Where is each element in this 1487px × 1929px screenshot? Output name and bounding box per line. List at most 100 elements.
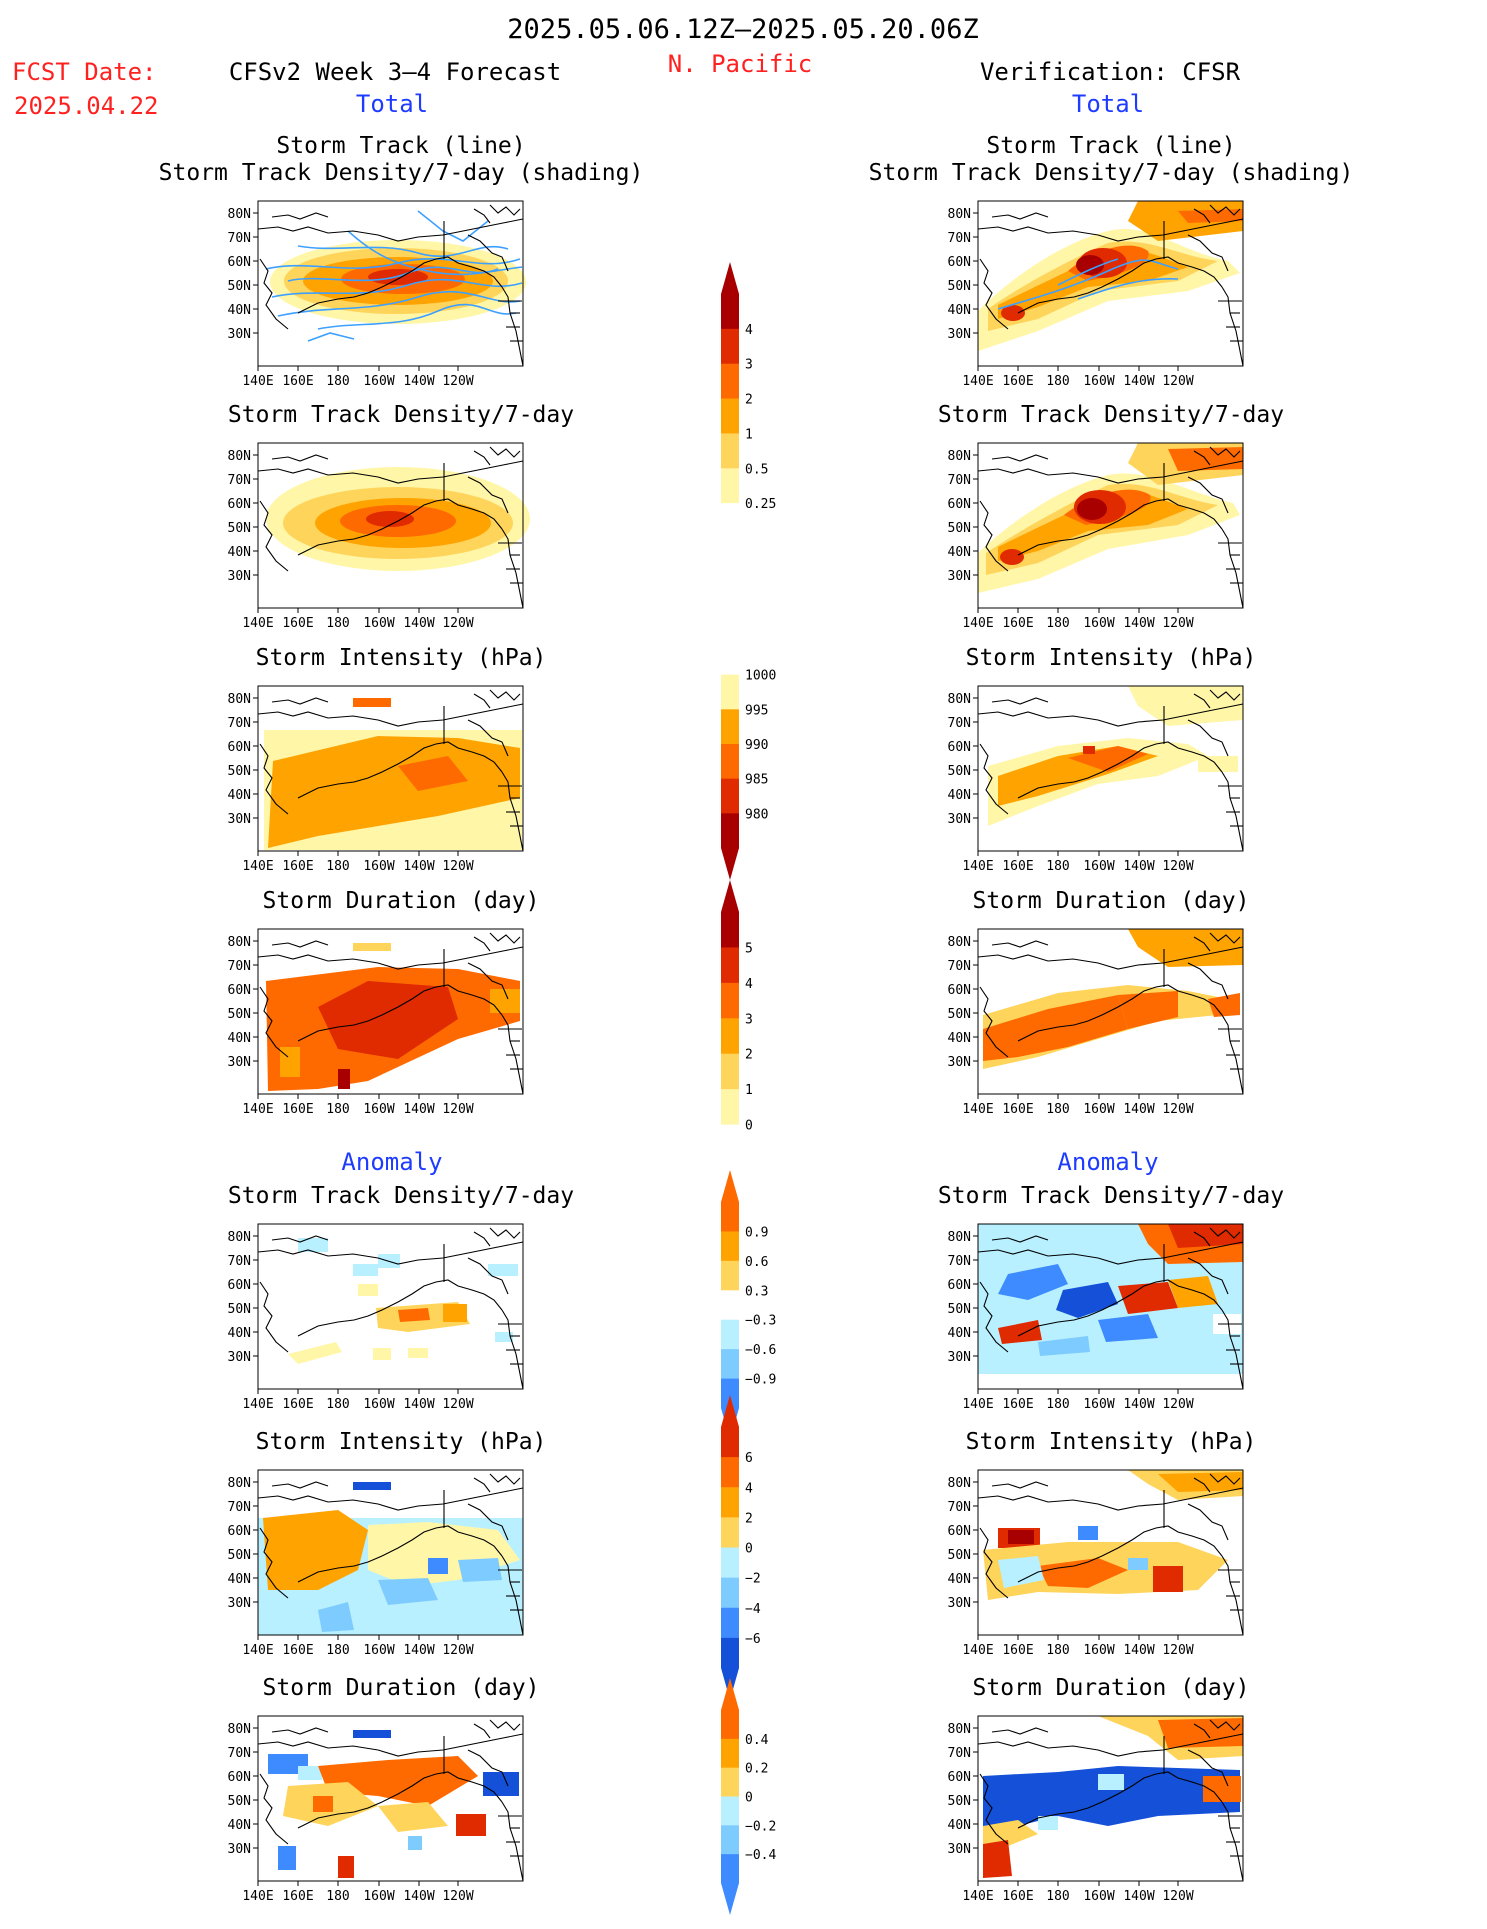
- lat-tick-label: 50N: [948, 1548, 971, 1563]
- lon-tick-label: 160E: [282, 859, 313, 874]
- lat-tick-label: 40N: [948, 545, 971, 560]
- panel-title: Storm Intensity (hPa): [966, 1429, 1257, 1455]
- colorbar-label: 0.6: [745, 1255, 768, 1270]
- panel-title: Storm Track Density/7-day: [938, 1183, 1284, 1209]
- lon-tick-label: 140W: [1123, 1889, 1154, 1904]
- lat-tick-label: 40N: [948, 303, 971, 318]
- lon-tick-label: 140W: [1123, 1397, 1154, 1412]
- colorbar-swatch: [721, 1607, 739, 1639]
- right-anomaly-label: Anomaly: [1057, 1148, 1158, 1176]
- lat-tick-label: 60N: [948, 1770, 971, 1785]
- lon-tick-label: 120W: [442, 1102, 473, 1117]
- lat-tick-label: 60N: [228, 740, 251, 755]
- colorbar-swatch: [721, 674, 739, 710]
- left-total-label: Total: [356, 90, 428, 118]
- lat-tick-label: 50N: [948, 764, 971, 779]
- panel-left-6: Storm Intensity (hPa) 80N 70N 60N 50N 40N 30N…: [228, 1429, 547, 1658]
- lat-tick-label: 70N: [948, 1254, 971, 1269]
- colorbar-label: 0.5: [745, 462, 768, 477]
- colorbar-label: 5: [745, 941, 753, 956]
- lon-tick-label: 140W: [403, 859, 434, 874]
- lon-tick-label: 160E: [1002, 374, 1033, 389]
- lon-tick-label: 120W: [1162, 374, 1193, 389]
- lat-tick-label: 50N: [228, 1007, 251, 1022]
- coastline-map: [977, 446, 1244, 609]
- colorbar-6: 0.4 0.2 0 −0.2 −0.4: [721, 1678, 776, 1915]
- lon-tick-label: 160E: [1002, 1643, 1033, 1658]
- colorbar-label: 0: [745, 1791, 753, 1806]
- panel-title: Storm Duration (day): [263, 888, 540, 914]
- colorbar-swatch: [721, 1349, 739, 1380]
- lat-tick-label: 80N: [228, 1476, 251, 1491]
- colorbar-label: 2: [745, 1048, 753, 1063]
- lat-tick-label: 30N: [948, 327, 971, 342]
- lon-tick-label: 140E: [242, 1889, 273, 1904]
- colorbar-swatch: [721, 1202, 739, 1232]
- lon-tick-label: 120W: [1162, 1889, 1193, 1904]
- colorbar-swatch: [721, 1457, 739, 1488]
- colorbar-swatch: [721, 1124, 739, 1161]
- colorbar-label: −0.2: [745, 1819, 776, 1834]
- lat-tick-label: 50N: [948, 1007, 971, 1022]
- colorbar-swatch: [721, 1825, 739, 1855]
- panel-title: Storm Intensity (hPa): [256, 645, 547, 671]
- lat-tick-label: 50N: [228, 1548, 251, 1563]
- lon-tick-label: 160E: [1002, 859, 1033, 874]
- lat-tick-label: 30N: [948, 1596, 971, 1611]
- lat-tick-label: 30N: [948, 1842, 971, 1857]
- lon-tick-label: 160E: [282, 1643, 313, 1658]
- lat-tick-label: 60N: [948, 740, 971, 755]
- lat-tick-label: 40N: [228, 1818, 251, 1833]
- lon-tick-label: 180: [326, 374, 349, 389]
- map-frame: [257, 928, 524, 1095]
- lon-tick-label: 140W: [1123, 616, 1154, 631]
- panel-right-5: Storm Track Density/7-day 80N 70N 60N 50N 40…: [938, 1183, 1284, 1412]
- lat-tick-label: 50N: [228, 279, 251, 294]
- coastline-map: [257, 689, 524, 852]
- lat-tick-label: 30N: [948, 1055, 971, 1070]
- lat-tick-label: 50N: [948, 279, 971, 294]
- lat-tick-label: 70N: [228, 1746, 251, 1761]
- lon-tick-label: 160W: [1083, 616, 1114, 631]
- lat-tick-label: 40N: [228, 1031, 251, 1046]
- lat-tick-label: 60N: [228, 497, 251, 512]
- colorbar-label: −2: [745, 1572, 761, 1587]
- lon-tick-label: 180: [1046, 616, 1069, 631]
- lat-tick-label: 30N: [228, 1055, 251, 1070]
- lon-tick-label: 120W: [1162, 859, 1193, 874]
- colorbar-arrow-top: [721, 1170, 739, 1202]
- lat-tick-label: 30N: [948, 569, 971, 584]
- lat-tick-label: 70N: [228, 1254, 251, 1269]
- colorbar-label: −0.3: [745, 1314, 776, 1329]
- lon-tick-label: 180: [326, 1643, 349, 1658]
- colorbar-label: 0.9: [745, 1225, 768, 1240]
- panel-title: Storm Intensity (hPa): [256, 1429, 547, 1455]
- lon-tick-label: 140E: [242, 1643, 273, 1658]
- lat-tick-label: 60N: [948, 1278, 971, 1293]
- colorbar-label: −0.9: [745, 1373, 776, 1388]
- colorbar-arrow-top: [721, 1395, 739, 1427]
- lat-tick-label: 40N: [948, 1818, 971, 1833]
- lat-tick-label: 60N: [948, 497, 971, 512]
- lat-tick-label: 80N: [948, 1230, 971, 1245]
- lon-tick-label: 140E: [242, 1102, 273, 1117]
- lon-tick-label: 140W: [403, 1397, 434, 1412]
- lon-tick-label: 160E: [282, 374, 313, 389]
- colorbar-label: 0: [745, 1119, 753, 1134]
- lon-tick-label: 140W: [1123, 1102, 1154, 1117]
- right-total-label: Total: [1072, 90, 1144, 118]
- lon-tick-label: 180: [326, 616, 349, 631]
- colorbar-label: 0: [745, 1542, 753, 1557]
- density-shading: [978, 201, 1243, 351]
- lat-tick-label: 50N: [948, 1794, 971, 1809]
- map-frame: [977, 1715, 1244, 1882]
- lon-tick-label: 140W: [1123, 374, 1154, 389]
- anomaly-shading: [268, 1730, 519, 1878]
- colorbar-label: 985: [745, 773, 768, 788]
- colorbar-swatch: [721, 1710, 739, 1740]
- panel-left-5: Storm Track Density/7-day 80N 70N 60N 50N 40…: [228, 1183, 575, 1412]
- lat-tick-label: 60N: [948, 1524, 971, 1539]
- lon-tick-label: 140E: [242, 616, 273, 631]
- lon-tick-label: 120W: [442, 616, 473, 631]
- colorbar-label: 0.4: [745, 1733, 769, 1748]
